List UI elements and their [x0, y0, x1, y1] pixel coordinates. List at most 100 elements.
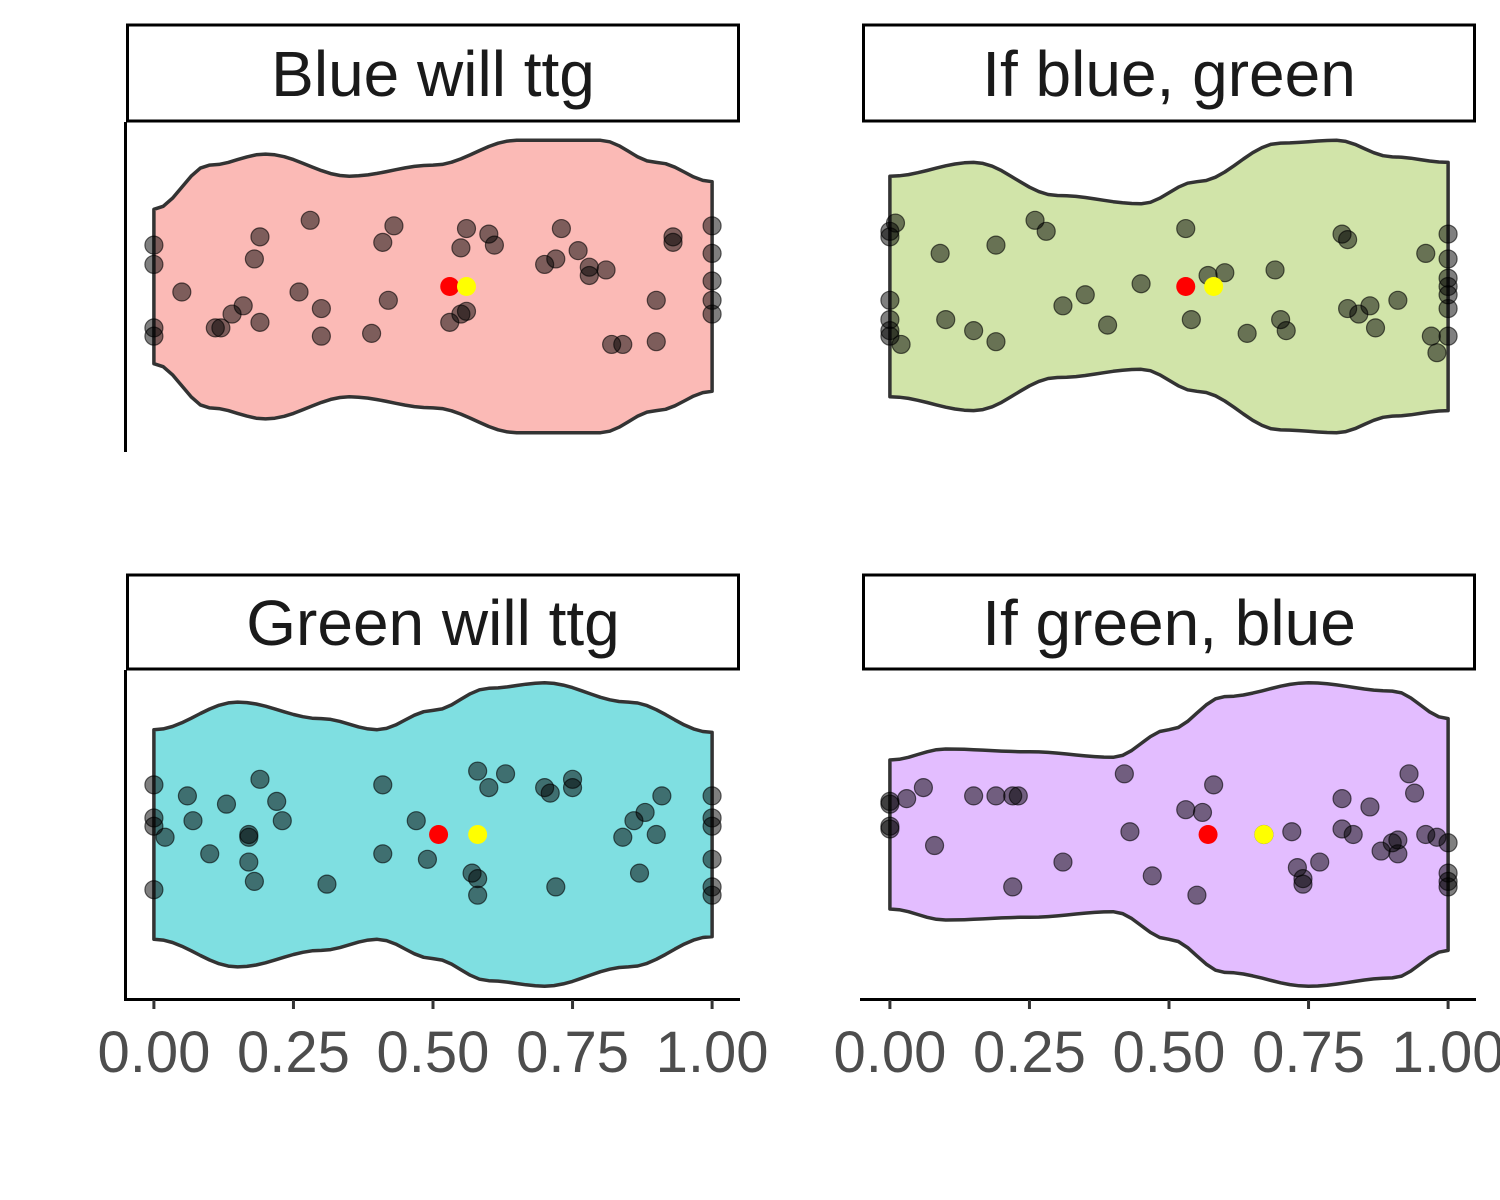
data-point [373, 844, 393, 864]
mean-marker [440, 277, 460, 296]
data-point [317, 874, 337, 894]
data-point [456, 301, 477, 321]
data-point [1399, 764, 1419, 784]
data-point [177, 786, 197, 806]
data-point [646, 824, 666, 845]
data-point [663, 232, 683, 252]
data-point [1036, 221, 1056, 241]
data-point [272, 811, 292, 831]
data-point [596, 260, 616, 280]
x-tick-label: 0.50 [377, 1020, 490, 1085]
data-point [1404, 783, 1425, 803]
data-point [362, 323, 382, 343]
data-point [1360, 296, 1380, 316]
data-point [1008, 786, 1028, 806]
x-tick-label: 0.00 [833, 1020, 946, 1085]
facet-title: Green will ttg [246, 587, 619, 659]
data-point [1053, 296, 1073, 316]
data-point [144, 880, 164, 900]
data-point [456, 218, 477, 239]
data-point [1338, 230, 1358, 250]
data-point [373, 775, 393, 795]
facet-strip [126, 573, 740, 671]
data-point [1265, 260, 1285, 280]
data-point [964, 786, 984, 806]
data-point [479, 778, 499, 798]
data-point [250, 312, 270, 332]
data-point [891, 334, 911, 355]
data-point [250, 769, 270, 789]
data-point [172, 282, 192, 302]
x-tick-label: 0.75 [1252, 1020, 1365, 1085]
panel-1: Blue will ttg [124, 23, 740, 452]
data-point [300, 210, 320, 230]
data-point [964, 321, 984, 341]
data-point [495, 764, 516, 784]
data-point [200, 844, 220, 864]
data-point [1187, 885, 1207, 905]
data-point [1416, 243, 1436, 263]
data-point [1365, 318, 1386, 338]
data-point [1438, 298, 1458, 319]
data-point [373, 232, 393, 252]
data-point [144, 775, 164, 795]
data-point [1343, 824, 1363, 845]
median-marker [1254, 825, 1274, 844]
data-point [646, 332, 666, 352]
x-tick-label: 0.25 [973, 1020, 1086, 1085]
data-point [267, 791, 287, 812]
data-point [1053, 852, 1073, 872]
data-point [629, 863, 650, 883]
data-point [155, 827, 175, 847]
data-point [1438, 326, 1458, 346]
data-point [1176, 218, 1196, 239]
data-point [635, 802, 655, 823]
data-point [702, 786, 722, 806]
data-point [1282, 822, 1302, 842]
x-tick-label: 0.75 [516, 1020, 629, 1085]
violin-shape [152, 138, 714, 435]
data-point [880, 794, 900, 814]
data-point [239, 852, 259, 872]
data-point [1131, 274, 1151, 294]
data-point [289, 282, 309, 302]
data-point [468, 869, 488, 889]
data-point [880, 819, 900, 839]
data-point [613, 334, 633, 355]
data-point [1438, 877, 1458, 897]
x-tick-label: 0.50 [1113, 1020, 1226, 1085]
data-point [702, 816, 722, 836]
data-point [406, 811, 426, 831]
mean-marker [1198, 825, 1218, 844]
data-point [1310, 852, 1330, 872]
panel-4: If green, blue 0.00 0.25 0.50 0.75 1.00 [833, 573, 1500, 1085]
data-point [702, 849, 722, 869]
panel-3: Green will ttg 0.00 0.25 0.50 0.75 1.00 [97, 573, 769, 1085]
data-point [244, 249, 264, 269]
data-point [702, 243, 722, 263]
data-point [551, 218, 571, 239]
data-point [1075, 285, 1095, 305]
data-point [1427, 343, 1447, 363]
data-point [451, 238, 471, 258]
data-point [250, 227, 270, 247]
data-point [986, 235, 1006, 255]
data-point [936, 310, 956, 330]
data-point [1438, 224, 1458, 244]
data-point [244, 871, 264, 891]
data-point [1176, 800, 1196, 820]
data-point [384, 216, 404, 236]
data-point [311, 326, 331, 346]
data-point [652, 786, 672, 806]
violin-shape [888, 138, 1450, 435]
data-point [568, 241, 588, 261]
data-point [1293, 874, 1313, 894]
data-point [613, 827, 633, 847]
mean-marker [1176, 277, 1196, 296]
data-point [702, 885, 722, 905]
data-point [1181, 310, 1201, 330]
data-point [897, 789, 917, 809]
data-point [1192, 802, 1213, 823]
data-point [1142, 866, 1162, 886]
